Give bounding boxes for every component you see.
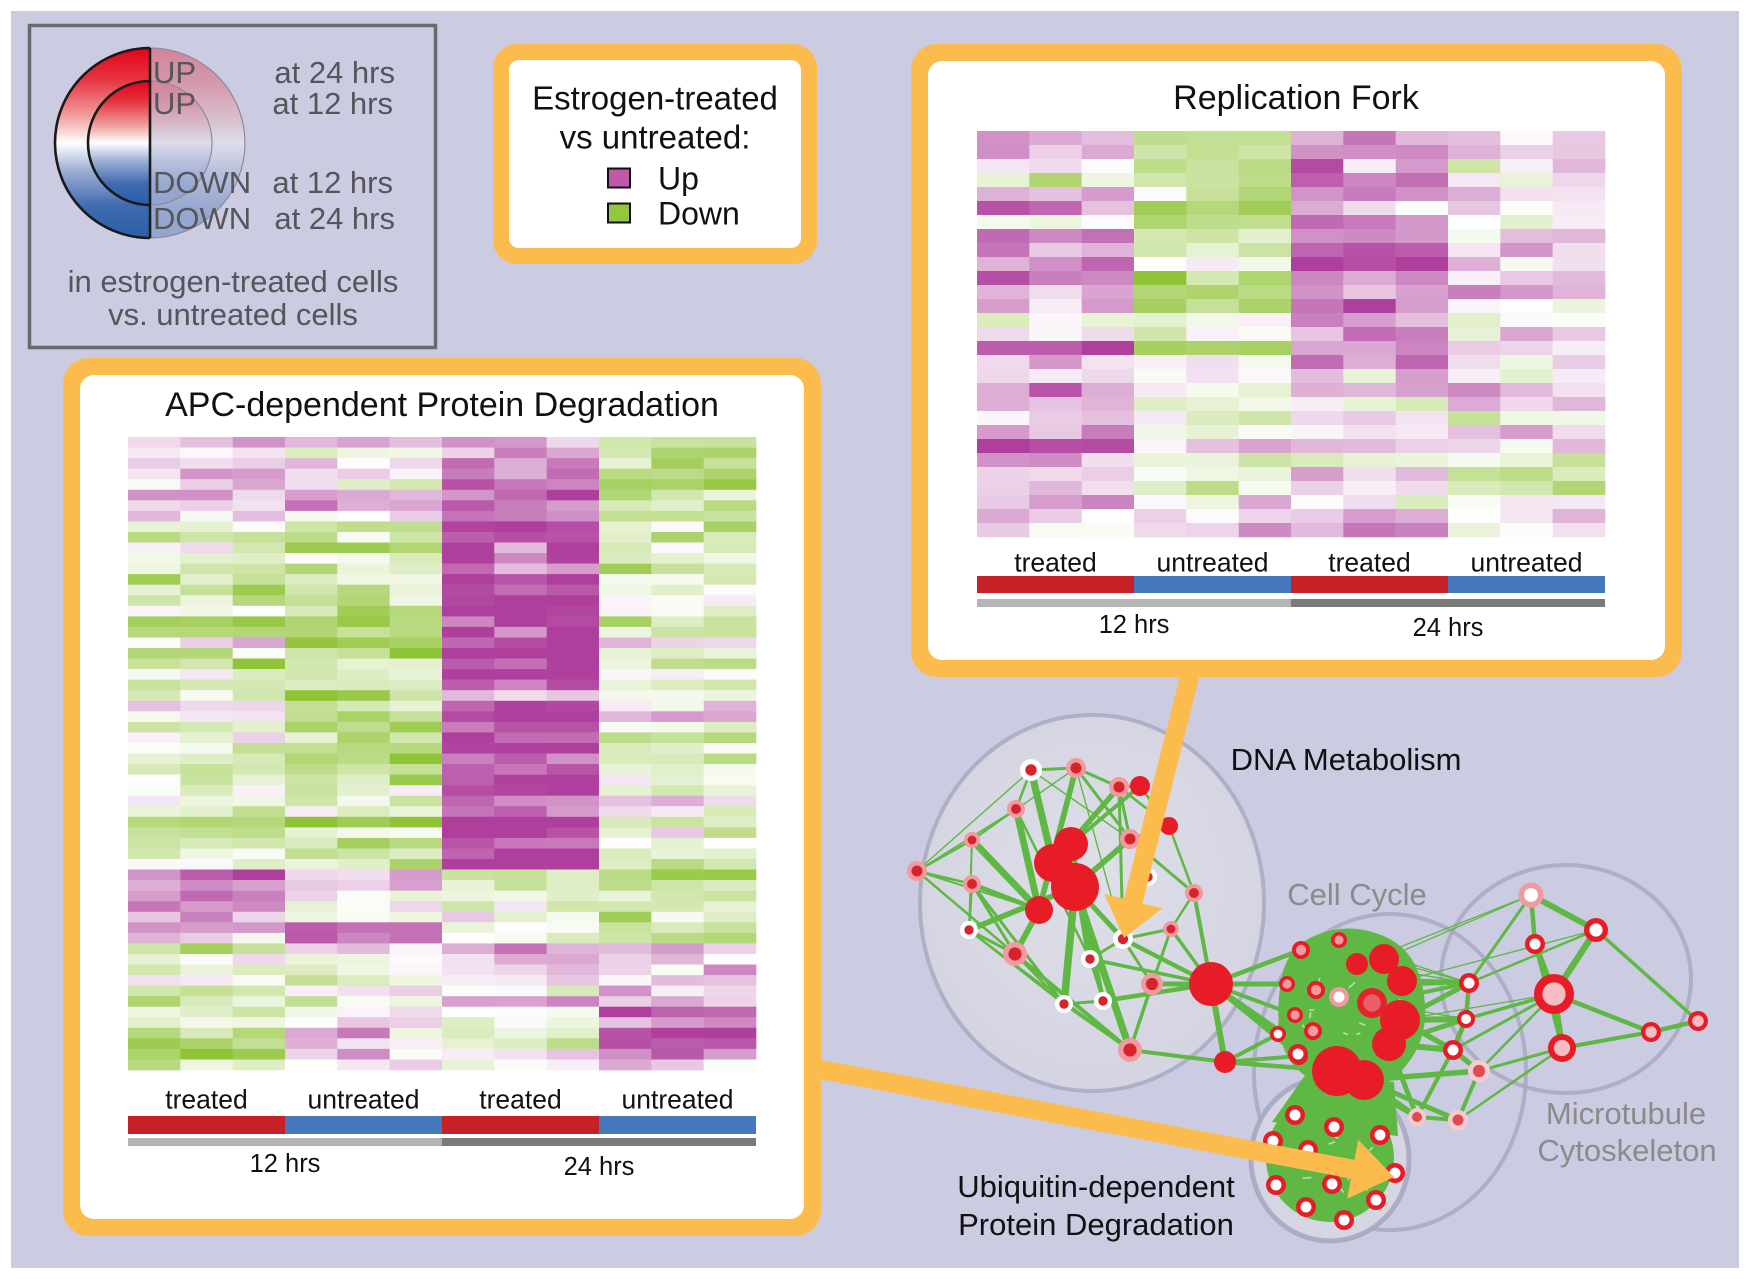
svg-text:Estrogen-treated: Estrogen-treated — [532, 80, 778, 117]
svg-text:Cytoskeleton: Cytoskeleton — [1537, 1133, 1716, 1168]
svg-text:in estrogen-treated cells: in estrogen-treated cells — [68, 264, 399, 299]
svg-text:Protein Degradation: Protein Degradation — [958, 1207, 1234, 1242]
svg-text:at 12 hrs: at 12 hrs — [272, 86, 393, 121]
svg-text:12 hrs: 12 hrs — [1099, 611, 1170, 639]
svg-text:APC-dependent Protein Degradat: APC-dependent Protein Degradation — [165, 386, 719, 424]
svg-text:DOWN: DOWN — [153, 201, 251, 236]
svg-text:untreated: untreated — [1157, 547, 1269, 577]
svg-text:at 24 hrs: at 24 hrs — [274, 201, 395, 236]
svg-text:Cell Cycle: Cell Cycle — [1287, 877, 1427, 912]
svg-text:24 hrs: 24 hrs — [564, 1153, 635, 1181]
svg-text:Ubiquitin-dependent: Ubiquitin-dependent — [957, 1169, 1235, 1204]
svg-text:Up: Up — [658, 160, 699, 196]
svg-text:DOWN: DOWN — [153, 165, 251, 200]
svg-text:vs. untreated cells: vs. untreated cells — [108, 297, 358, 332]
svg-text:12 hrs: 12 hrs — [250, 1150, 321, 1178]
svg-text:DNA Metabolism: DNA Metabolism — [1231, 742, 1462, 777]
svg-text:treated: treated — [1328, 547, 1411, 577]
svg-text:Down: Down — [658, 195, 740, 231]
svg-text:Microtubule: Microtubule — [1546, 1096, 1706, 1131]
svg-text:24 hrs: 24 hrs — [1413, 614, 1484, 642]
svg-text:treated: treated — [479, 1084, 562, 1114]
svg-text:untreated: untreated — [622, 1084, 734, 1114]
svg-text:Replication Fork: Replication Fork — [1173, 79, 1420, 117]
svg-text:vs untreated:: vs untreated: — [560, 119, 751, 156]
svg-text:UP: UP — [153, 86, 196, 121]
svg-text:at 12 hrs: at 12 hrs — [272, 165, 393, 200]
svg-text:treated: treated — [165, 1084, 248, 1114]
svg-text:treated: treated — [1014, 547, 1097, 577]
svg-text:untreated: untreated — [1471, 547, 1583, 577]
svg-text:at 24 hrs: at 24 hrs — [274, 55, 395, 90]
svg-text:UP: UP — [153, 55, 196, 90]
svg-text:untreated: untreated — [308, 1084, 420, 1114]
